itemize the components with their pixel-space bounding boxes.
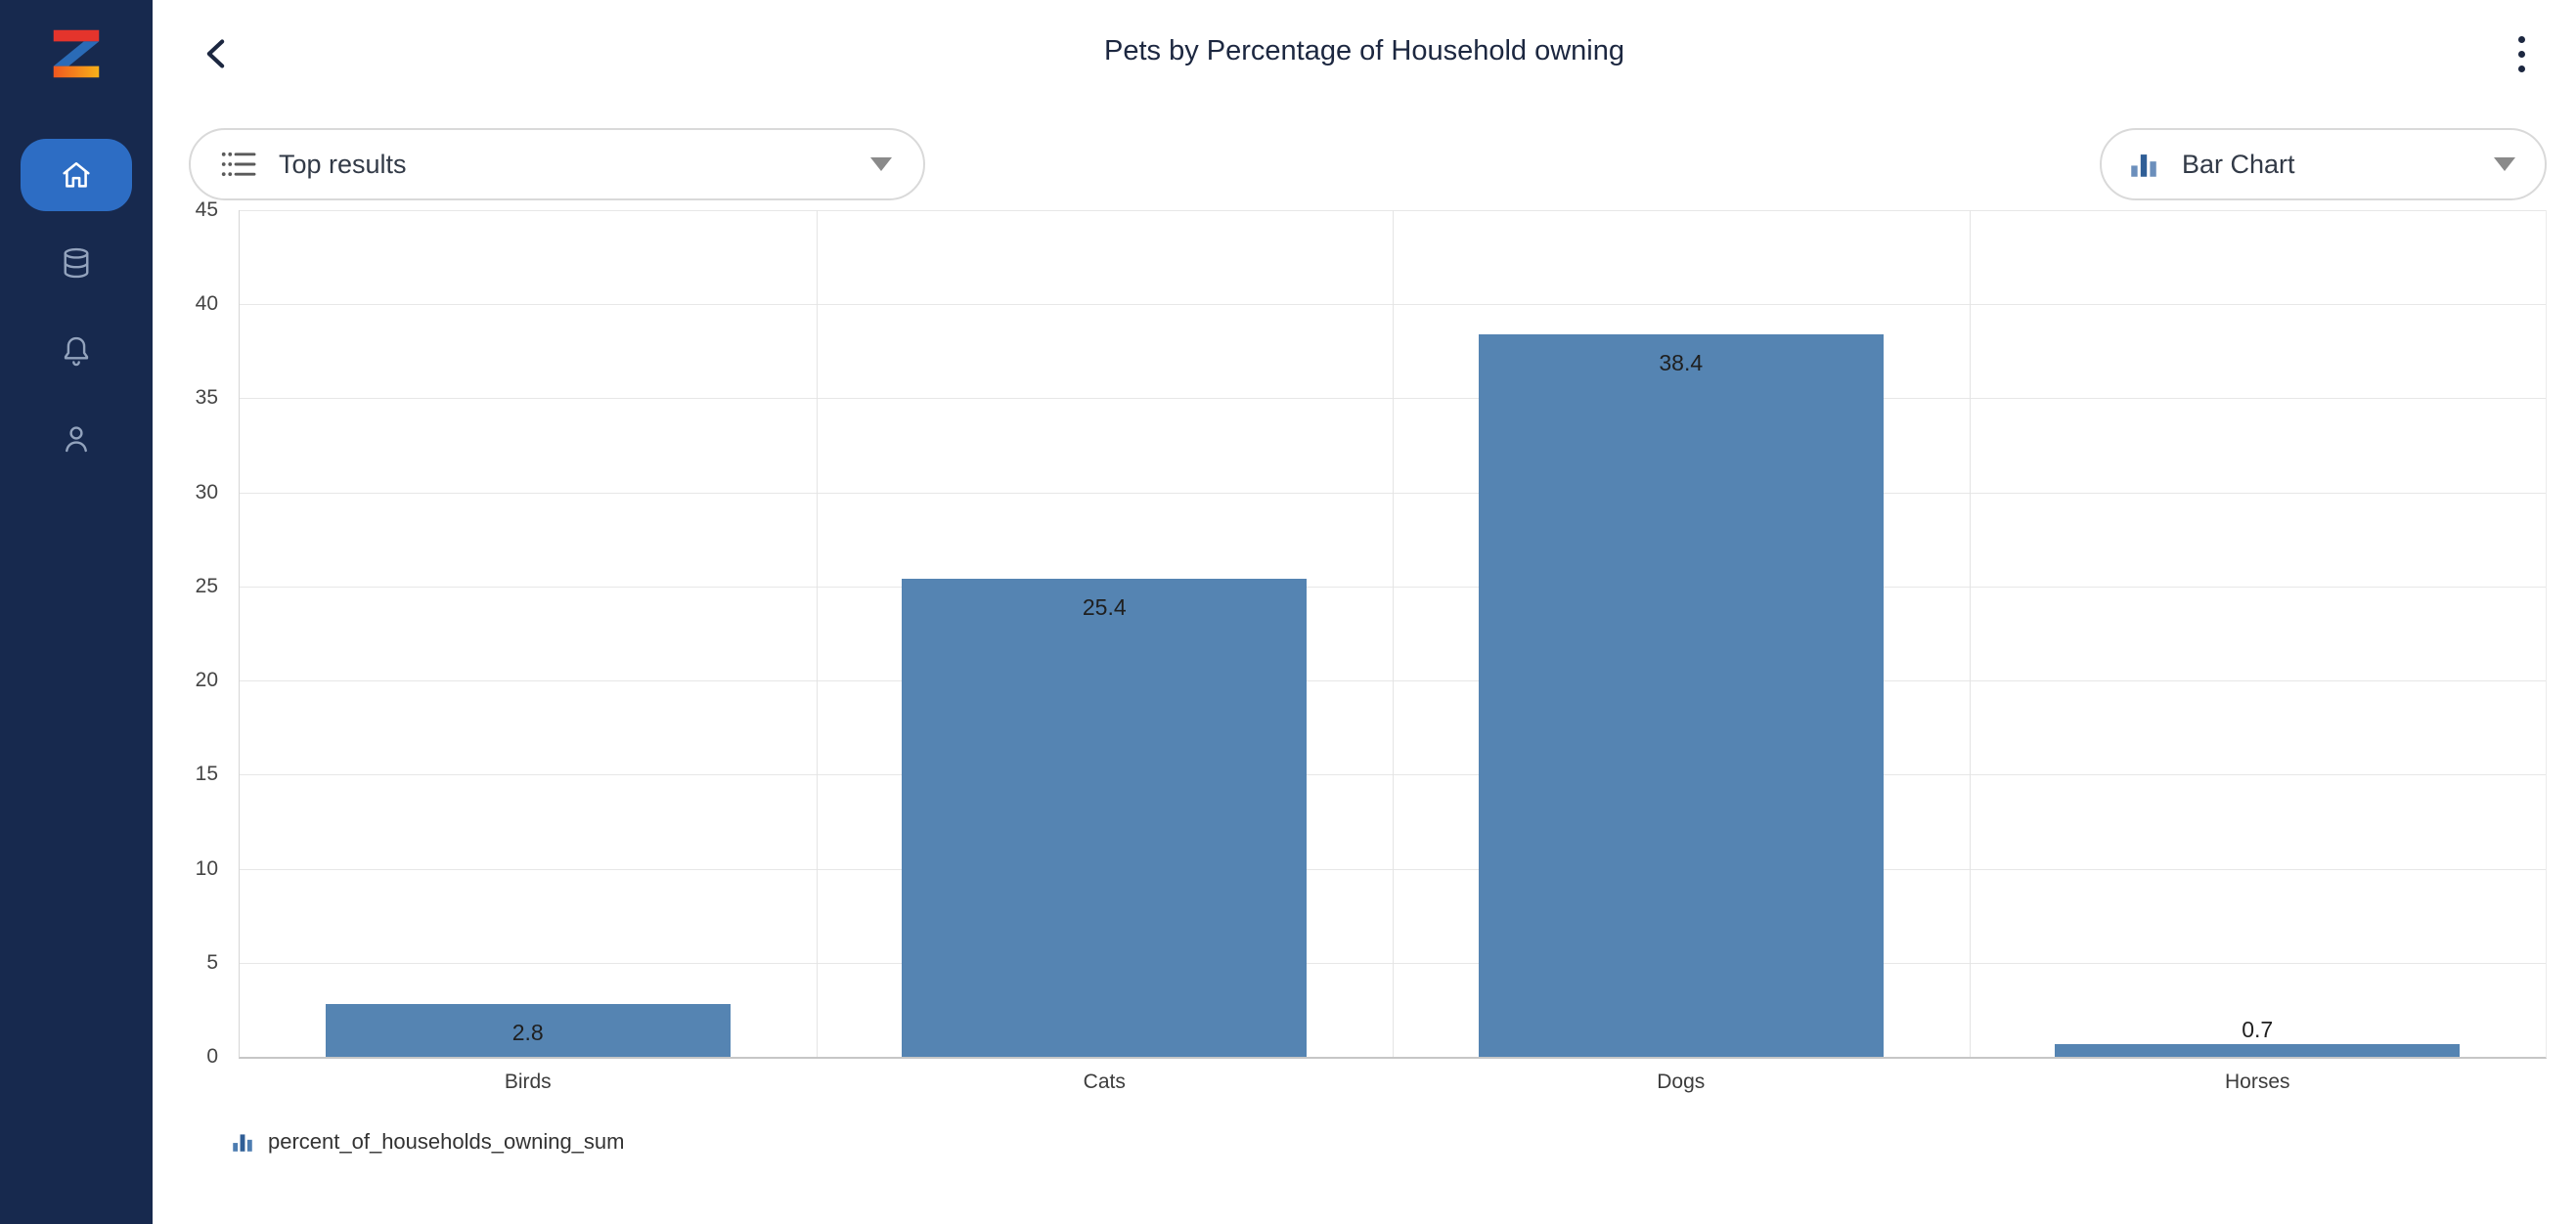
- bar-cats[interactable]: [902, 579, 1308, 1057]
- report-header: Pets by Percentage of Household owning: [153, 0, 2576, 108]
- database-icon: [64, 247, 89, 279]
- kebab-menu-icon: [2517, 35, 2525, 43]
- y-axis-tick-label: 20: [195, 669, 218, 692]
- chart-type-dropdown[interactable]: Bar Chart: [2100, 128, 2547, 200]
- chart-type-label: Bar Chart: [2182, 149, 2295, 179]
- y-axis-tick-label: 35: [195, 386, 218, 410]
- back-button[interactable]: [196, 31, 241, 76]
- bar-chart-icon: [233, 1134, 252, 1152]
- more-options-button[interactable]: [2500, 25, 2543, 82]
- sidebar-nav: [21, 139, 132, 475]
- bar-value-label: 0.7: [2242, 1016, 2274, 1042]
- gridline-vertical: [816, 210, 818, 1057]
- x-axis-label: Horses: [2224, 1071, 2290, 1093]
- bar-dogs[interactable]: [1478, 334, 1884, 1057]
- y-axis-tick-label: 15: [195, 763, 218, 786]
- y-axis-tick-label: 10: [195, 856, 218, 880]
- page-title: Pets by Percentage of Household owning: [1103, 35, 1624, 66]
- z-logo-icon: [53, 29, 100, 78]
- back-icon: [206, 39, 225, 68]
- bar-chart-plot-area: 0 5 10 15 20 25 30 35 40 45 2.8 Birds 25.4 Cats 38.4 Do…: [196, 198, 2547, 1093]
- home-icon: [63, 162, 90, 188]
- sidebar-item-home[interactable]: [21, 139, 132, 211]
- gridline-vertical: [1969, 210, 1971, 1057]
- y-axis-tick-label: 5: [206, 950, 218, 974]
- zoho-logo[interactable]: [46, 22, 107, 86]
- sidebar-item-notifications[interactable]: [21, 315, 132, 387]
- sidebar: [0, 0, 153, 1224]
- bar-chart-icon: [2131, 154, 2156, 177]
- main-content: Pets by Percentage of Household owning T…: [153, 0, 2576, 1224]
- y-axis-tick-label: 45: [195, 198, 218, 221]
- toolbar: Top results Bar Chart: [189, 128, 2547, 200]
- user-icon: [66, 426, 87, 453]
- x-axis-label: Birds: [504, 1071, 552, 1093]
- gridline-vertical: [1393, 210, 1394, 1057]
- top-results-filter-icon: [221, 152, 256, 177]
- chevron-down-icon: [870, 157, 892, 171]
- chart-legend-item[interactable]: percent_of_households_owning_sum: [230, 1129, 624, 1155]
- bar-birds[interactable]: [325, 1004, 731, 1057]
- y-axis-tick-label: 25: [195, 574, 218, 597]
- chevron-down-icon: [2494, 157, 2515, 171]
- top-results-dropdown[interactable]: Top results: [189, 128, 925, 200]
- x-axis-label: Dogs: [1657, 1071, 1706, 1093]
- x-axis-label: Cats: [1083, 1071, 1126, 1093]
- bar-horses[interactable]: [2055, 1043, 2461, 1057]
- sidebar-item-data[interactable]: [21, 227, 132, 299]
- bell-icon: [64, 336, 89, 367]
- legend-series-label: percent_of_households_owning_sum: [268, 1129, 625, 1154]
- y-axis-tick-label: 0: [206, 1045, 218, 1068]
- top-results-label: Top results: [279, 149, 407, 179]
- y-axis-tick-label: 40: [195, 292, 218, 316]
- sidebar-item-profile[interactable]: [21, 403, 132, 475]
- y-axis-tick-label: 30: [195, 480, 218, 503]
